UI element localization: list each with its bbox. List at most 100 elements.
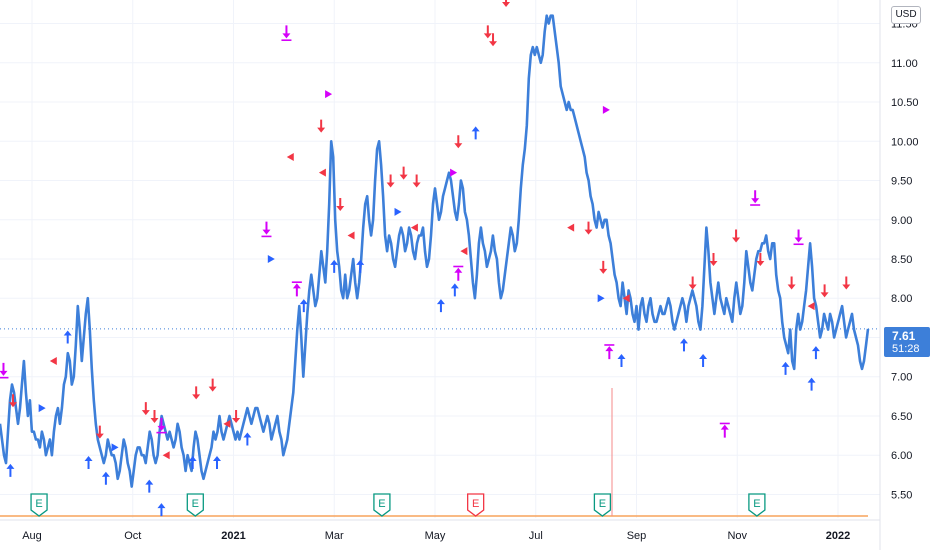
y-tick-label: 5.50 (891, 489, 912, 501)
y-tick-label: 7.00 (891, 372, 912, 384)
y-tick-label: 8.00 (891, 293, 912, 305)
earnings-badge-shape (593, 493, 612, 517)
signal-arrow-up-icon (617, 354, 626, 368)
earnings-badge[interactable]: E (748, 493, 766, 517)
signal-bar (453, 265, 464, 268)
last-price: 7.61 (892, 329, 916, 343)
signal-tri-left-icon (410, 223, 418, 232)
currency-label[interactable]: USD (891, 6, 921, 24)
earnings-badge[interactable]: E (186, 493, 204, 517)
bar-countdown: 51:28 (892, 343, 920, 355)
signal-arrow-up-icon (699, 354, 708, 368)
signal-tri-right-icon (602, 105, 610, 114)
signal-arrow-down-icon (9, 394, 18, 408)
signal-arrow-up-icon (6, 463, 15, 477)
y-tick-label: 9.00 (891, 215, 912, 227)
signal-tri-left-icon (460, 247, 468, 256)
y-tick-label: 11.00 (891, 58, 918, 70)
earnings-badge[interactable]: E (30, 493, 48, 517)
signal-bar (750, 204, 761, 206)
signal-arrow-up-icon (330, 259, 339, 273)
signal-arrow-down-icon (192, 386, 201, 400)
signal-bar (719, 422, 730, 425)
signal-arrow-down-icon (95, 425, 104, 439)
signal-arrow-down-icon (412, 174, 421, 188)
x-tick-label: Mar (325, 530, 344, 542)
y-tick-label: 6.50 (891, 411, 912, 423)
signal-bar (156, 431, 167, 434)
signal-arrow-down-icon (489, 33, 498, 47)
earnings-badge-shape (186, 493, 204, 517)
signal-bar (261, 235, 272, 238)
signal-arrow-up-icon (63, 330, 72, 344)
y-tick-label: 6.00 (891, 450, 912, 462)
signal-arrow-up-icon (145, 479, 154, 493)
x-tick-label: Jul (529, 530, 543, 542)
signal-tri-left-icon (622, 294, 630, 303)
signal-arrow-down-icon (688, 276, 697, 290)
signal-arrow-down-icon (584, 221, 593, 235)
earnings-badge-shape (373, 493, 391, 517)
x-tick-label: Sep (627, 530, 647, 542)
signal-arrow-up-icon (299, 299, 308, 313)
signal-tri-right-icon (450, 168, 458, 177)
earnings-badge-shape (748, 493, 766, 517)
signal-arrow-up-icon (811, 346, 820, 360)
signal-arrow-up-icon (213, 456, 221, 470)
signal-tri-right-icon (38, 404, 46, 413)
signal-arrow-up-icon (807, 377, 816, 391)
earnings-badge[interactable]: E (467, 493, 485, 517)
signal-arrow-up-icon (84, 456, 93, 470)
signal-tri-left-icon (286, 152, 294, 161)
signal-arrow-down-icon (732, 229, 741, 243)
signal-tri-right-icon (325, 90, 333, 99)
signal-arrow-down-bar-icon (262, 221, 271, 235)
signal-arrow-up-icon (101, 471, 110, 485)
signal-arrow-down-icon (599, 260, 608, 274)
signal-arrow-down-icon (317, 119, 326, 133)
x-tick-label: Oct (124, 530, 141, 542)
signal-arrow-down-icon (386, 174, 395, 188)
signal-arrow-down-icon (336, 198, 345, 212)
earnings-badge-label: E (753, 498, 760, 510)
earnings-badge-label: E (378, 498, 385, 510)
earnings-badge[interactable]: E (373, 493, 391, 517)
signal-arrow-down-icon (454, 135, 463, 149)
signal-arrow-up-bar-icon (720, 424, 729, 438)
signal-arrow-up-icon (356, 259, 365, 273)
signal-arrow-down-bar-icon (282, 25, 291, 39)
x-tick-label: Nov (727, 530, 747, 542)
signal-tri-left-icon (49, 357, 57, 366)
earnings-badge-shape (467, 493, 485, 517)
signal-arrow-down-icon (232, 409, 241, 423)
signal-tri-right-icon (394, 207, 402, 216)
signal-tri-right-icon (111, 443, 119, 452)
signal-tri-left-icon (807, 302, 815, 311)
signal-arrow-down-icon (399, 166, 408, 180)
signal-arrow-up-icon (157, 503, 166, 517)
signal-arrow-down-icon (842, 276, 851, 290)
signal-arrow-up-icon (188, 456, 197, 470)
signal-arrow-up-bar-icon (454, 267, 463, 281)
signal-arrow-up-icon (679, 338, 688, 352)
y-tick-label: 10.50 (891, 97, 919, 109)
signal-bar (0, 376, 9, 379)
signal-tri-left-icon (347, 231, 355, 240)
earnings-badge-label: E (472, 498, 479, 510)
signal-arrow-down-bar-icon (157, 417, 166, 431)
y-tick-label: 9.50 (891, 176, 912, 188)
earnings-badge-shape (30, 493, 48, 517)
signal-arrow-up-icon (781, 361, 790, 375)
signal-arrow-up-icon (471, 126, 480, 140)
signal-tri-left-icon (223, 419, 231, 428)
earnings-badge[interactable]: E (593, 493, 612, 517)
signal-tri-right-icon (267, 255, 275, 263)
signal-arrow-up-icon (450, 283, 459, 297)
x-tick-label: May (425, 530, 446, 542)
earnings-badge-label: E (35, 498, 42, 510)
y-tick-label: 10.00 (891, 136, 919, 148)
signal-arrow-down-icon (709, 253, 718, 266)
earnings-badge-label: E (599, 498, 606, 510)
signal-bar (281, 39, 292, 41)
